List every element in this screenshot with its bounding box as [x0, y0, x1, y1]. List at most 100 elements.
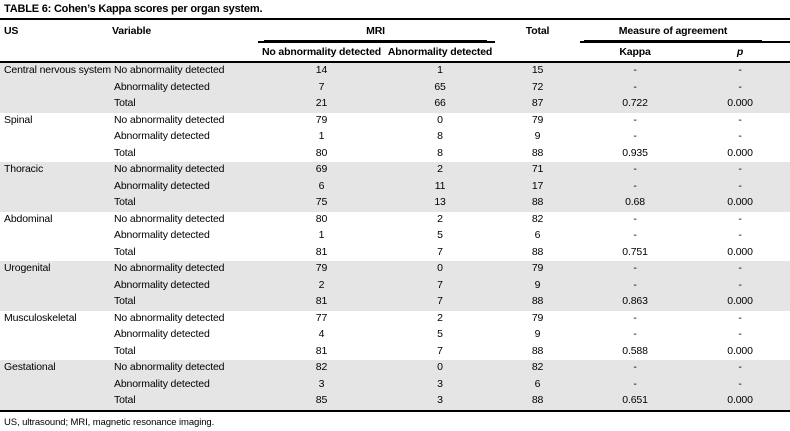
us-organ-cell: [0, 129, 112, 146]
us-organ-cell: Abdominal: [4, 212, 53, 225]
header-row-groups: US Variable MRI Total Measure of agreeme…: [0, 20, 790, 63]
mri-no-abnormality-cell: 81: [315, 344, 328, 357]
us-organ-cell: [0, 344, 112, 361]
kappa-cell: 0.935: [622, 146, 648, 159]
kappa-cell: -: [633, 130, 637, 143]
mri-abnormality-cell: 8: [437, 146, 443, 159]
table-body: Central nervous system No abnormality det…: [0, 62, 790, 411]
total-cell: 71: [531, 163, 544, 176]
table-row: Total 81 7 88 0.751 0.000: [0, 245, 790, 262]
kappa-cell: 0.651: [622, 394, 648, 407]
variable-cell: Total: [114, 97, 136, 110]
table-row: Total 81 7 88 0.588 0.000: [0, 344, 790, 361]
p-value-cell: -: [738, 179, 742, 192]
table-row: Central nervous system No abnormality det…: [0, 62, 790, 80]
total-cell: 9: [534, 130, 541, 143]
total-cell: 88: [531, 394, 544, 407]
p-value-cell: 0.000: [727, 394, 753, 407]
variable-cell: No abnormality detected: [114, 212, 225, 225]
mri-no-abnormality-cell: 2: [318, 278, 325, 291]
kappa-cell: -: [633, 179, 637, 192]
mri-no-abnormality-cell: 3: [318, 377, 325, 390]
mri-abnormality-cell: 8: [437, 130, 443, 143]
table-row: Total 81 7 88 0.863 0.000: [0, 294, 790, 311]
total-cell: 88: [531, 245, 544, 258]
column-header-variable: Variable: [112, 20, 258, 63]
p-value-cell: -: [738, 278, 742, 291]
us-organ-cell: Spinal: [4, 113, 33, 126]
column-header-us: US: [0, 20, 112, 63]
mri-no-abnormality-cell: 81: [315, 295, 328, 308]
total-cell: 15: [531, 64, 544, 77]
kappa-cell: 0.751: [622, 245, 648, 258]
mri-no-abnormality-cell: 82: [315, 361, 328, 374]
variable-cell: Abnormality detected: [114, 179, 210, 192]
variable-cell: Total: [114, 295, 136, 308]
us-organ-cell: [0, 294, 112, 311]
column-header-p: p: [690, 42, 790, 63]
total-cell: 79: [531, 113, 544, 126]
table-row: Spinal No abnormality detected 79 0 79 - -: [0, 113, 790, 130]
measure-of-agreement-span-label: Measure of agreement: [584, 20, 763, 41]
column-header-abnormality: Abnormality detected: [385, 42, 496, 63]
total-cell: 79: [531, 311, 544, 324]
total-cell: 72: [531, 80, 544, 93]
mri-abnormality-cell: 65: [434, 80, 446, 93]
us-organ-cell: [0, 278, 112, 295]
table-row: Total 80 8 88 0.935 0.000: [0, 146, 790, 163]
header-row-subcolumns: No abnormality detected Abnormality dete…: [0, 42, 790, 63]
mri-abnormality-cell: 0: [437, 113, 443, 126]
variable-cell: Total: [114, 146, 136, 159]
mri-abnormality-cell: 11: [434, 179, 446, 192]
table-row: Abnormality detected 1 5 6 - -: [0, 228, 790, 245]
mri-no-abnormality-cell: 1: [318, 229, 325, 242]
mri-no-abnormality-cell: 80: [315, 146, 328, 159]
p-value-cell: -: [738, 361, 742, 374]
mri-abnormality-cell: 7: [437, 295, 443, 308]
kappa-cell: -: [633, 80, 637, 93]
us-organ-cell: Urogenital: [4, 262, 51, 275]
mri-abnormality-cell: 2: [437, 212, 443, 225]
variable-cell: Abnormality detected: [114, 377, 210, 390]
table-row: Total 85 3 88 0.651 0.000: [0, 393, 790, 411]
table-footnote: US, ultrasound; MRI, magnetic resonance …: [0, 412, 790, 431]
mri-abnormality-cell: 13: [434, 196, 446, 209]
total-cell: 88: [531, 196, 544, 209]
us-organ-cell: Central nervous system: [4, 64, 111, 77]
total-cell: 17: [531, 179, 544, 192]
us-organ-cell: [0, 327, 112, 344]
total-cell: 9: [534, 278, 541, 291]
variable-cell: No abnormality detected: [114, 311, 225, 324]
mri-abnormality-cell: 2: [437, 163, 443, 176]
variable-cell: No abnormality detected: [114, 361, 225, 374]
variable-cell: No abnormality detected: [114, 262, 225, 275]
total-cell: 82: [531, 361, 544, 374]
column-header-mri: MRI: [258, 20, 496, 43]
total-cell: 6: [534, 229, 541, 242]
p-value-cell: -: [738, 113, 742, 126]
mri-no-abnormality-cell: 14: [315, 64, 328, 77]
p-value-cell: 0.000: [727, 196, 753, 209]
p-value-cell: -: [738, 311, 742, 324]
table-row: Abnormality detected 3 3 6 - -: [0, 376, 790, 393]
p-value-cell: 0.000: [727, 295, 753, 308]
kappa-cell: -: [633, 278, 637, 291]
kappa-cell: 0.68: [625, 196, 645, 209]
p-value-cell: -: [738, 229, 742, 242]
mri-abnormality-cell: 2: [437, 311, 443, 324]
p-value-cell: -: [738, 80, 742, 93]
p-value-cell: 0.000: [727, 97, 753, 110]
us-organ-cell: [0, 96, 112, 113]
mri-no-abnormality-cell: 1: [318, 130, 325, 143]
mri-abnormality-cell: 7: [437, 278, 443, 291]
table-row: Abnormality detected 6 11 17 - -: [0, 178, 790, 195]
kappa-cell: -: [633, 328, 637, 341]
variable-cell: Total: [114, 344, 136, 357]
table-row: Musculoskeletal No abnormality detected 77…: [0, 311, 790, 328]
total-cell: 87: [531, 97, 544, 110]
us-organ-cell: Musculoskeletal: [4, 311, 77, 324]
mri-no-abnormality-cell: 21: [315, 97, 328, 110]
table-row: Total 21 66 87 0.722 0.000: [0, 96, 790, 113]
p-value-cell: -: [738, 377, 742, 390]
mri-no-abnormality-cell: 79: [315, 113, 328, 126]
